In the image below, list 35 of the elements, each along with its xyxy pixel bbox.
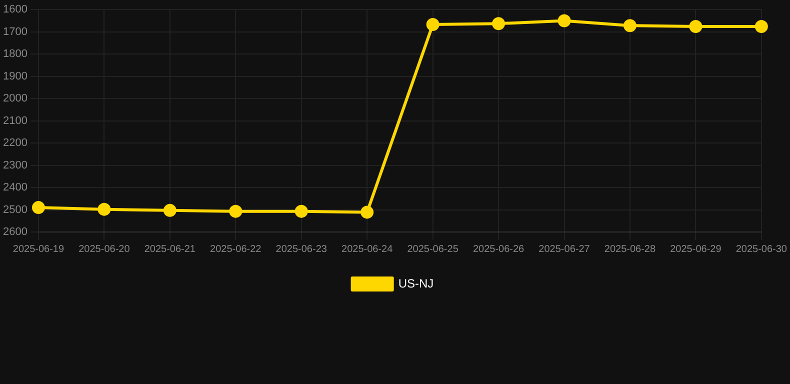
y-tick-label: 2200 [2,137,28,150]
y-tick-label: 2100 [2,114,28,127]
point [294,204,308,218]
x-tick-label: 2025-06-28 [604,244,656,255]
x-tick-label: 2025-06-20 [78,244,130,255]
point [98,202,111,216]
y-tick-label: 2600 [2,226,28,238]
y-tick-label: 2300 [2,159,28,172]
y-tick-label: 1700 [2,26,28,38]
x-tick-label: 2025-06-23 [276,244,328,255]
y-tick-label: 2400 [2,182,28,194]
x-tick-label: 2025-06-24 [342,244,394,255]
x-tick-label: 2025-06-25 [407,244,459,255]
y-tick-label: 1900 [2,70,28,82]
x-tick-label: 2025-06-22 [210,244,262,255]
x-tick-label: 2025-06-21 [144,244,196,255]
point [360,206,374,219]
x-tick-label: 2025-06-30 [736,244,788,255]
y-tick-label: 1800 [2,48,28,60]
point [623,19,636,32]
point [754,20,768,34]
legend-label: US-NJ [398,276,434,290]
y-tick-label: 1600 [2,4,28,16]
point [229,204,242,218]
point [558,14,571,28]
point [492,17,506,30]
point [163,204,176,217]
point [426,18,440,31]
x-tick-label: 2025-06-27 [538,244,590,255]
x-tick-label: 2025-06-26 [472,244,525,255]
x-tick-label: 2025-06-19 [12,244,64,255]
x-tick-label: 2025-06-29 [670,244,722,255]
y-tick-label: 2000 [2,92,28,105]
point [689,20,702,34]
y-tick-label: 2500 [2,204,28,216]
